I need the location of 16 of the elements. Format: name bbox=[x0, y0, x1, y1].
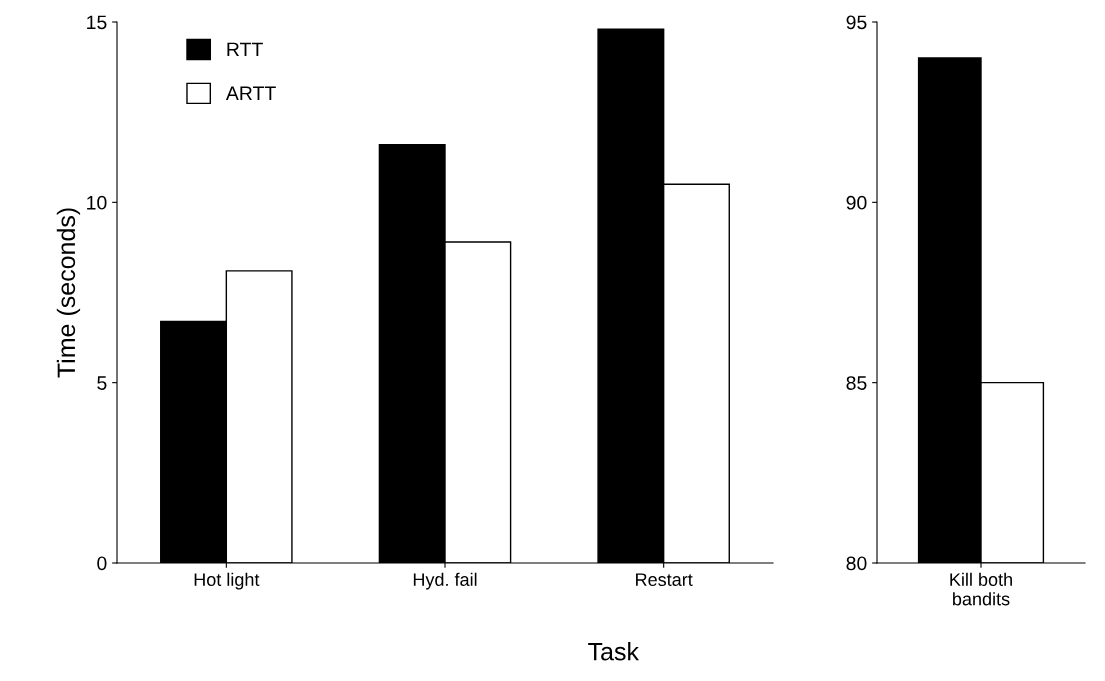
y-tick-label: 0 bbox=[97, 556, 107, 571]
x-tick-label: Kill both bandits bbox=[950, 572, 1012, 606]
x-tick-label: Hyd. fail bbox=[413, 572, 477, 590]
y-tick-label: 15 bbox=[87, 15, 107, 30]
y-axis-title: Time (seconds) bbox=[56, 208, 81, 378]
legend-label: RTT bbox=[227, 42, 263, 57]
y-tick-label: 80 bbox=[846, 556, 867, 571]
x-tick-label: Restart bbox=[636, 573, 693, 586]
legend-label: ARTT bbox=[225, 86, 276, 100]
x-axis-title: Task bbox=[588, 642, 640, 661]
y-tick-label: 10 bbox=[87, 195, 107, 210]
y-tick-label: 85 bbox=[846, 376, 867, 390]
y-tick-label: 90 bbox=[846, 195, 867, 210]
y-tick-label: 95 bbox=[846, 15, 867, 30]
x-tick-label: Hot light bbox=[194, 572, 260, 590]
y-tick-label: 5 bbox=[97, 376, 107, 390]
